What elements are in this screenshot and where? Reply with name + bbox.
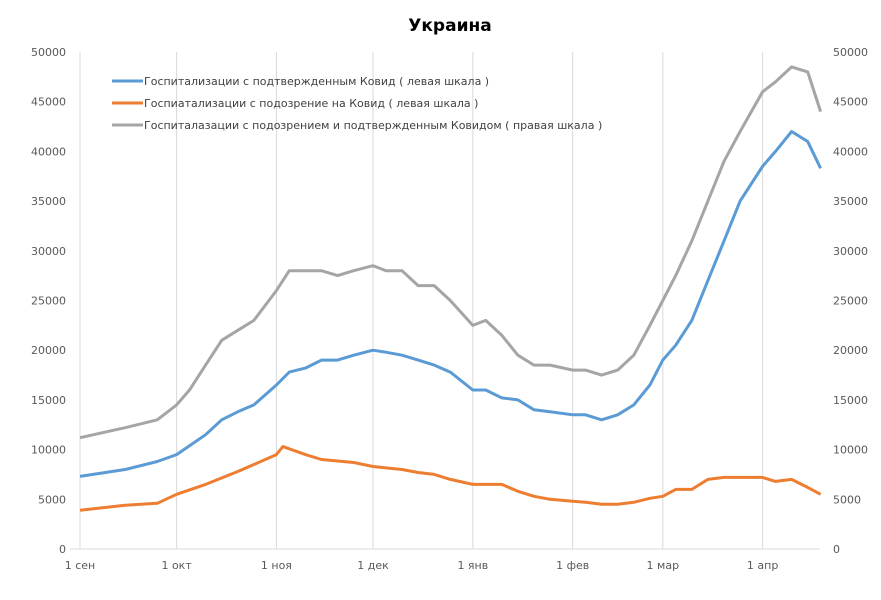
y-tick-label-left: 0 [59, 543, 66, 556]
x-tick-label: 1 янв [457, 559, 488, 572]
x-tick-label: 1 мар [647, 559, 680, 572]
y-tick-label-left: 10000 [31, 444, 66, 457]
x-tick-label: 1 сен [65, 559, 96, 572]
series-line-1 [79, 445, 822, 512]
legend-label-0: Госпитализации с подтвержденным Ковид ( … [144, 75, 489, 88]
x-tick-label: 1 дек [357, 559, 389, 572]
x-tick-label: 1 ноя [261, 559, 292, 572]
chart-title: Украина [408, 16, 491, 36]
y-tick-label-left: 5000 [38, 493, 66, 506]
series-line-2 [79, 65, 823, 440]
y-tick-label-right: 35000 [833, 195, 868, 208]
y-tick-label-right: 45000 [833, 96, 868, 109]
legend-label-1: Госпиатализации с подозрение на Ковид ( … [144, 97, 478, 110]
legend-label-2: Госпиталазации с подозрением и подтвержд… [144, 119, 602, 132]
y-tick-label-left: 25000 [31, 295, 66, 308]
y-tick-label-right: 25000 [833, 295, 868, 308]
y-tick-label-right: 50000 [833, 46, 868, 59]
y-tick-label-right: 15000 [833, 394, 868, 407]
y-tick-label-left: 35000 [31, 195, 66, 208]
y-tick-label-left: 15000 [31, 394, 66, 407]
series-line-0 [79, 130, 822, 478]
y-tick-label-right: 0 [833, 543, 840, 556]
y-tick-label-right: 40000 [833, 145, 868, 158]
y-tick-label-left: 40000 [31, 145, 66, 158]
y-tick-label-left: 50000 [31, 46, 66, 59]
x-tick-label: 1 окт [161, 559, 192, 572]
x-tick-label: 1 фев [556, 559, 589, 572]
y-tick-label-left: 20000 [31, 344, 66, 357]
y-tick-label-right: 10000 [833, 444, 868, 457]
y-tick-label-right: 30000 [833, 245, 868, 258]
x-tick-label: 1 апр [747, 559, 778, 572]
y-tick-label-left: 30000 [31, 245, 66, 258]
y-tick-label-left: 45000 [31, 96, 66, 109]
y-tick-label-right: 20000 [833, 344, 868, 357]
y-tick-label-right: 5000 [833, 493, 861, 506]
